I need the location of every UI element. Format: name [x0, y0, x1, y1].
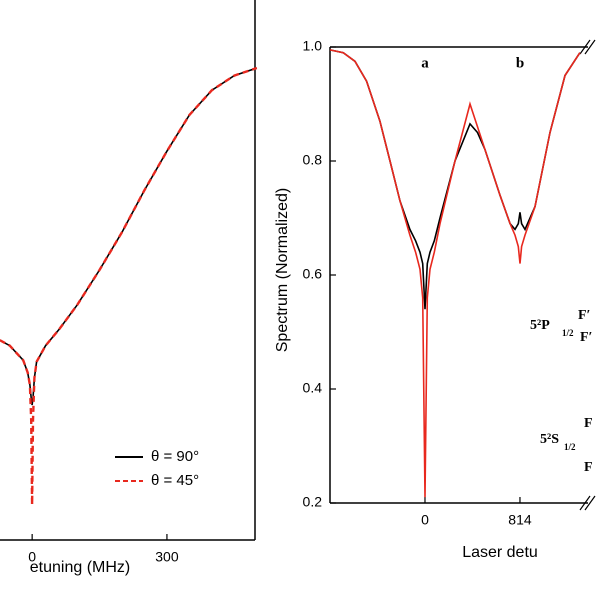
y-tick-label: 0.6: [303, 266, 323, 282]
y-tick-label: 0.2: [303, 494, 323, 510]
legend-label: θ = 90°: [151, 448, 199, 465]
x-axis-label: etuning (MHz): [30, 559, 130, 576]
x-tick-label: 300: [155, 549, 179, 565]
legend-label: θ = 45°: [151, 472, 199, 489]
x-tick-label: 0: [28, 549, 36, 565]
annotation: 1/2: [564, 442, 576, 452]
annotation: F: [584, 460, 593, 475]
data-line: [329, 49, 581, 498]
y-tick-label: 1.0: [303, 38, 323, 54]
x-axis-label: Laser detu: [462, 544, 538, 561]
annotation: b: [516, 55, 524, 71]
annotation: F: [584, 416, 593, 431]
data-line: [0, 67, 258, 406]
annotation: F′: [580, 330, 593, 345]
data-line: [0, 66, 258, 505]
annotation: 1/2: [562, 328, 574, 338]
annotation: 5²P: [530, 318, 550, 333]
annotation: a: [421, 55, 429, 71]
y-tick-label: 0.4: [303, 380, 323, 396]
axis-breaks: [579, 39, 596, 511]
y-axis-label: Spectrum (Normalized): [274, 188, 291, 352]
annotation: F′: [578, 308, 591, 323]
x-tick-label: 814: [508, 512, 532, 528]
annotation: 5²S: [540, 432, 559, 447]
x-tick-label: 0: [421, 512, 429, 528]
data-line: [329, 49, 581, 310]
y-tick-label: 0.8: [303, 152, 323, 168]
